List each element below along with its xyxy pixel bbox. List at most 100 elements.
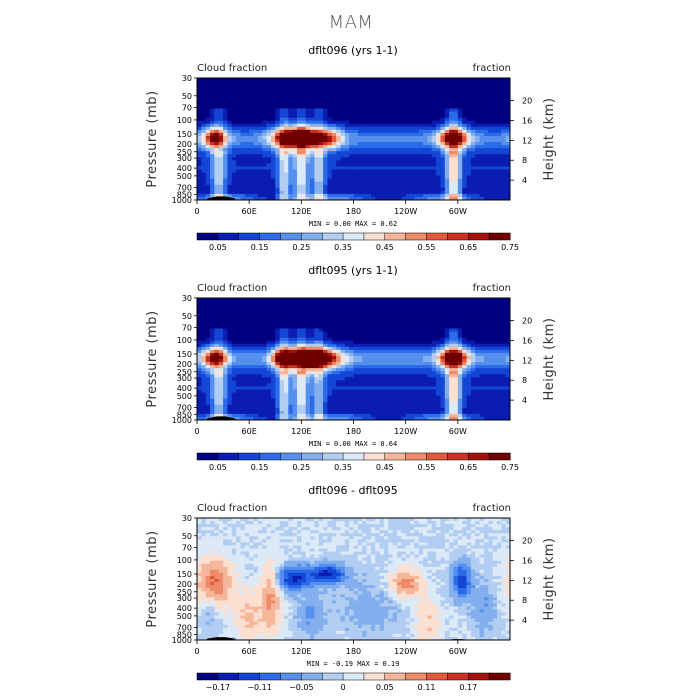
heatmap-cell xyxy=(314,343,320,348)
heatmap-cell xyxy=(466,355,472,360)
heatmap-cell xyxy=(483,325,489,329)
heatmap-cell xyxy=(366,184,372,189)
heatmap-cell xyxy=(201,322,207,326)
heatmap-cell xyxy=(310,154,315,158)
heatmap-cell xyxy=(205,178,211,183)
heatmap-cell xyxy=(296,304,302,308)
heatmap-cell xyxy=(492,374,498,378)
heatmap-cell xyxy=(496,87,502,91)
heatmap-cell xyxy=(336,355,341,360)
heatmap-cell xyxy=(310,87,315,91)
heatmap-cell xyxy=(362,175,367,180)
heatmap-cell xyxy=(431,139,437,143)
heatmap-cell xyxy=(244,349,250,354)
heatmap-cell xyxy=(401,111,407,115)
heatmap-cell xyxy=(396,148,402,152)
heatmap-cell xyxy=(236,178,241,183)
heatmap-cell xyxy=(418,298,424,302)
heatmap-cell xyxy=(479,371,485,375)
heatmap-cell xyxy=(475,87,480,91)
heatmap-cell xyxy=(310,331,315,335)
heatmap-cell xyxy=(262,172,267,176)
heatmap-cell xyxy=(418,325,424,329)
heatmap-cell xyxy=(488,193,494,198)
heatmap-cell xyxy=(253,160,259,164)
heatmap-cell xyxy=(292,355,298,360)
heatmap-cell xyxy=(257,307,263,311)
heatmap-cell xyxy=(379,87,385,91)
heatmap-cell xyxy=(240,322,246,326)
heatmap-cell xyxy=(318,175,324,180)
heatmap-cell xyxy=(444,84,450,88)
heatmap-cell xyxy=(418,316,424,320)
heatmap-cell xyxy=(362,304,367,308)
heatmap-cell xyxy=(240,328,246,332)
heatmap-cell xyxy=(349,145,354,149)
heatmap-cell xyxy=(501,193,507,198)
heatmap-cell xyxy=(305,142,311,146)
heatmap-cell xyxy=(349,181,354,186)
heatmap-cell xyxy=(383,87,389,91)
heatmap-cell xyxy=(349,93,354,97)
heatmap-cell xyxy=(436,193,441,198)
heatmap-cell xyxy=(370,132,376,137)
heatmap-cell xyxy=(231,117,237,122)
heatmap-cell xyxy=(396,99,402,103)
heatmap-cell xyxy=(423,352,428,357)
heatmap-cell xyxy=(205,87,211,91)
heatmap-cell xyxy=(414,340,420,345)
heatmap-cell xyxy=(344,328,350,332)
heatmap-cell xyxy=(205,123,211,128)
heatmap-cell xyxy=(366,355,372,360)
heatmap-cell xyxy=(383,184,389,189)
heatmap-cell xyxy=(431,352,437,357)
heatmap-cell xyxy=(249,181,254,186)
heatmap-cell xyxy=(470,78,476,82)
heatmap-cell xyxy=(401,142,407,146)
heatmap-cell xyxy=(231,148,237,152)
heatmap-cell xyxy=(296,193,302,198)
heatmap-cell xyxy=(262,129,267,134)
heatmap-cell xyxy=(462,145,467,149)
heatmap-cell xyxy=(201,310,207,314)
heatmap-cell xyxy=(362,328,367,332)
heatmap-cell xyxy=(266,129,272,134)
heatmap-cell xyxy=(236,81,241,85)
heatmap-cell xyxy=(249,129,254,134)
heatmap-cell xyxy=(253,365,259,369)
heatmap-cell xyxy=(305,172,311,176)
heatmap-cell xyxy=(349,172,354,176)
heatmap-cell xyxy=(210,102,215,106)
heatmap-cell xyxy=(418,145,424,149)
heatmap-cell xyxy=(431,160,437,164)
heatmap-cell xyxy=(283,331,289,335)
heatmap-cell xyxy=(453,142,459,146)
heatmap-cell xyxy=(279,304,285,308)
heatmap-cell xyxy=(479,328,485,332)
heatmap-cell xyxy=(414,359,420,363)
colorbar-label: 0.15 xyxy=(251,243,269,252)
heatmap-cell xyxy=(197,184,202,189)
heatmap-cell xyxy=(375,108,380,112)
heatmap-cell xyxy=(449,160,454,164)
heatmap-cell xyxy=(431,355,437,360)
heatmap-cell xyxy=(357,343,363,348)
heatmap-cell xyxy=(327,343,333,348)
heatmap-cell xyxy=(275,132,280,137)
heatmap-cell xyxy=(197,334,202,339)
heatmap-cell xyxy=(314,304,320,308)
heatmap-cell xyxy=(344,175,350,180)
heatmap-cell xyxy=(305,157,311,161)
heatmap-cell xyxy=(344,96,350,100)
heatmap-cell xyxy=(505,129,511,134)
heatmap-cell xyxy=(331,337,337,342)
heatmap-cell xyxy=(270,111,276,115)
heatmap-cell xyxy=(453,322,459,326)
heatmap-cell xyxy=(353,78,359,82)
heatmap-cell xyxy=(457,313,463,317)
heatmap-cell xyxy=(370,154,376,158)
heatmap-cell xyxy=(362,157,367,161)
heatmap-cell xyxy=(323,193,328,198)
heatmap-cell xyxy=(253,99,259,103)
heatmap-cell xyxy=(440,87,446,91)
